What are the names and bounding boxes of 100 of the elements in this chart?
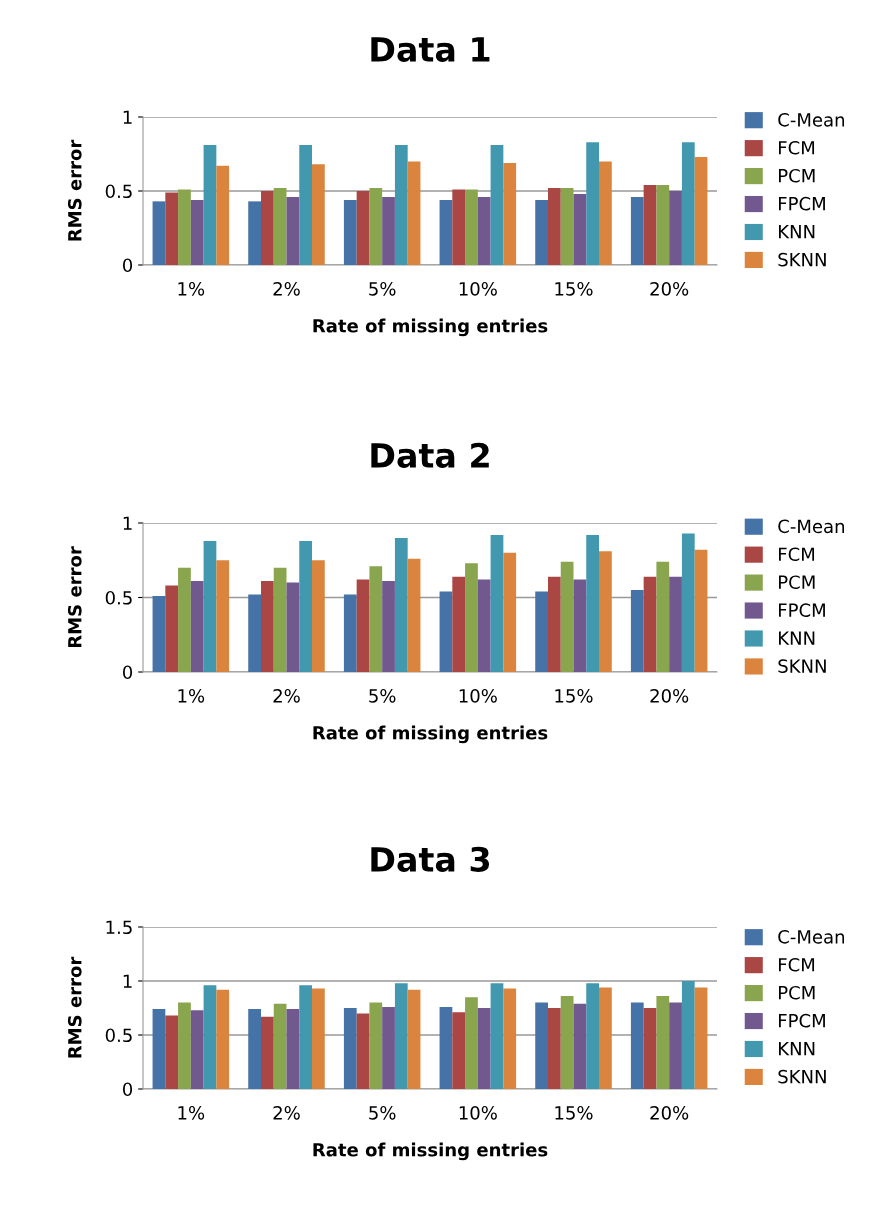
- bar: [203, 540, 217, 672]
- bar: [152, 201, 166, 265]
- legend-label: PCM: [779, 575, 815, 590]
- legend-label: SKNN: [778, 659, 826, 673]
- bar: [178, 189, 191, 265]
- x-tick-label: 10%: [459, 281, 497, 296]
- bar: [630, 1002, 644, 1089]
- bar: [260, 1016, 274, 1089]
- chart-title: Data 2: [371, 442, 489, 468]
- bar: [452, 576, 466, 672]
- x-tick-label: 15%: [555, 281, 593, 296]
- bar: [382, 196, 395, 265]
- bar: [286, 1009, 300, 1089]
- bar: [503, 988, 517, 1089]
- bar: [669, 576, 682, 672]
- legend-label: FCM: [779, 957, 815, 972]
- x-tick-label: 1%: [178, 281, 205, 296]
- bar: [260, 191, 274, 265]
- bar: [152, 1009, 166, 1089]
- x-tick-label: 5%: [369, 688, 396, 703]
- y-axis-title: RMS error: [67, 139, 82, 241]
- bar: [394, 983, 408, 1089]
- x-tick-label: 1%: [178, 1105, 205, 1120]
- bar: [643, 576, 657, 672]
- bar: [439, 1006, 453, 1089]
- bar: [439, 199, 453, 265]
- bar: [343, 199, 357, 265]
- bar: [382, 581, 395, 672]
- bar: [382, 1006, 395, 1089]
- x-tick-label: 20%: [650, 1105, 689, 1120]
- bar: [586, 534, 600, 672]
- bar: [312, 988, 325, 1089]
- x-tick-label: 2%: [273, 1105, 300, 1120]
- bar: [630, 196, 644, 265]
- bar: [273, 567, 287, 672]
- bar: [599, 987, 612, 1089]
- bar: [503, 552, 517, 672]
- bar: [152, 596, 166, 672]
- bar: [248, 1009, 261, 1089]
- bar: [681, 981, 695, 1089]
- bar: [490, 534, 504, 672]
- bar: [599, 161, 612, 265]
- bar: [656, 996, 670, 1089]
- legend-label: KNN: [779, 1042, 815, 1056]
- bar: [535, 199, 548, 265]
- bar: [190, 199, 204, 265]
- legend-label: SKNN: [778, 1069, 826, 1084]
- y-tick-label: 0: [122, 258, 133, 273]
- bar: [190, 1010, 204, 1089]
- bar: [599, 551, 612, 672]
- legend-label: FPCM: [779, 196, 825, 211]
- legend-label: SKNN: [778, 252, 826, 267]
- bar: [369, 188, 383, 265]
- bar: [547, 1008, 561, 1089]
- bar: [681, 142, 695, 265]
- bar: [452, 189, 466, 265]
- bar: [356, 579, 370, 672]
- bar: [369, 566, 383, 672]
- bar: [452, 1012, 466, 1089]
- bar: [573, 579, 587, 672]
- bar: [312, 560, 325, 672]
- y-tick-label: 0.5: [105, 184, 132, 199]
- bar: [178, 567, 191, 672]
- legend-label: PCM: [779, 168, 815, 183]
- bar: [356, 191, 370, 265]
- bar: [248, 201, 261, 265]
- bar: [165, 192, 179, 265]
- x-tick-label: 5%: [369, 1105, 396, 1120]
- bar: [394, 145, 408, 265]
- bar: [547, 188, 561, 265]
- y-tick-label: 0.5: [105, 1028, 132, 1043]
- bar: [439, 591, 453, 672]
- bar: [535, 1002, 548, 1089]
- y-tick-label: 1: [123, 974, 132, 988]
- bar: [503, 162, 517, 265]
- bar: [560, 996, 574, 1089]
- bar: [465, 189, 478, 265]
- bar: [273, 1003, 287, 1089]
- bar: [299, 985, 313, 1089]
- bar: [407, 558, 421, 672]
- legend-label: KNN: [779, 631, 815, 645]
- bar: [286, 582, 300, 672]
- bar: [560, 188, 574, 265]
- x-tick-label: 15%: [555, 1105, 593, 1120]
- bar: [343, 1008, 357, 1089]
- bar: [299, 540, 313, 672]
- bar: [643, 1008, 657, 1089]
- bar: [190, 581, 204, 672]
- x-tick-label: 10%: [459, 688, 497, 703]
- bar: [216, 560, 230, 672]
- bar: [477, 196, 491, 265]
- legend-label: FCM: [779, 140, 815, 155]
- legend-label: FCM: [779, 547, 815, 562]
- bar: [407, 989, 421, 1089]
- bar: [681, 533, 695, 672]
- bar: [573, 1003, 587, 1089]
- bar: [356, 1013, 370, 1089]
- bar: [165, 585, 179, 672]
- legend-label: FPCM: [779, 1013, 825, 1028]
- bar: [216, 989, 230, 1089]
